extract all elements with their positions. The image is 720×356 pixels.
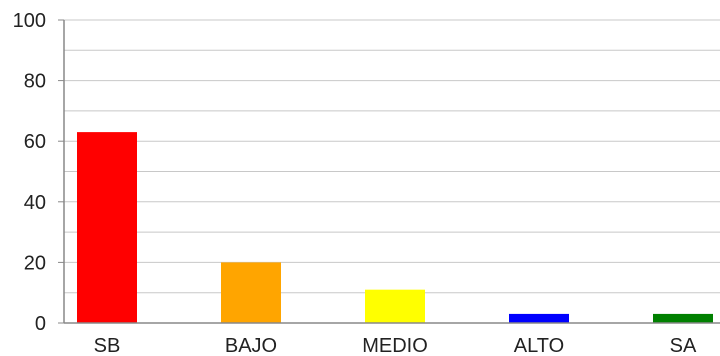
bar-sa: [653, 313, 713, 323]
y-tick-label: 100: [13, 10, 46, 32]
x-category-label: BAJO: [225, 335, 277, 356]
bars: [77, 132, 713, 323]
y-tick-label: 20: [24, 252, 46, 274]
axes: [58, 19, 720, 324]
x-category-label: MEDIO: [362, 335, 428, 356]
y-tick-label: 80: [24, 71, 46, 93]
y-tick-label: 40: [24, 192, 46, 214]
bar-bajo: [221, 262, 281, 323]
x-category-label: SB: [94, 335, 121, 356]
y-tick-labels: 0 20 40 60 80 100: [13, 10, 46, 335]
bar-medio: [365, 289, 425, 323]
gridlines: [64, 19, 720, 294]
y-tick-label: 60: [24, 131, 46, 153]
x-category-labels: SB BAJO MEDIO ALTO SA: [94, 335, 697, 356]
x-category-label: ALTO: [514, 335, 564, 356]
x-category-label: SA: [670, 335, 697, 356]
bar-alto: [509, 313, 569, 323]
bar-sb: [77, 132, 137, 323]
y-tick-label: 0: [35, 313, 46, 335]
